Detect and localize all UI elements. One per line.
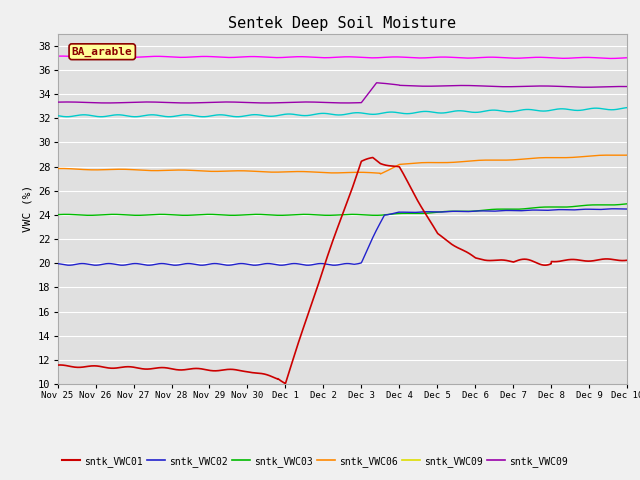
Text: BA_arable: BA_arable: [72, 47, 132, 57]
Y-axis label: VWC (%): VWC (%): [22, 185, 33, 232]
Title: Sentek Deep Soil Moisture: Sentek Deep Soil Moisture: [228, 16, 456, 31]
